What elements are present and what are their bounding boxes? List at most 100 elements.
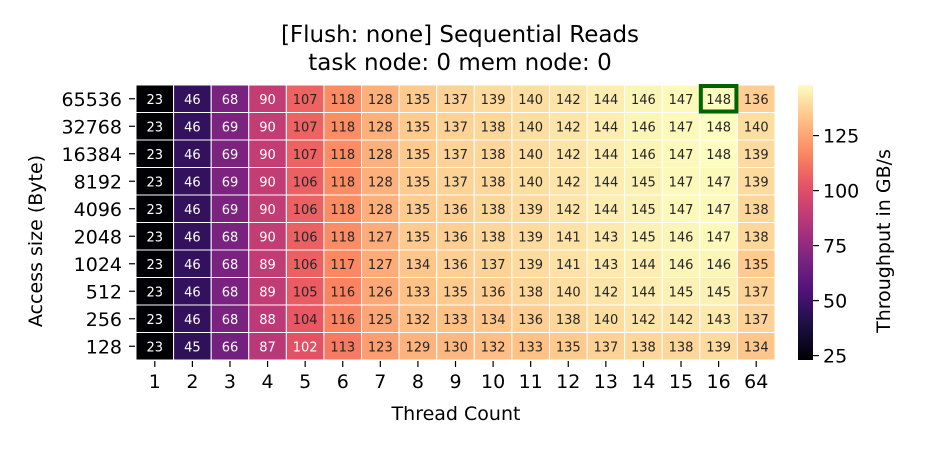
cell-value-label: 118	[330, 120, 355, 135]
colorbar-tick-label: 125	[823, 126, 859, 148]
heatmap-cell	[398, 332, 438, 361]
y-tick-label: 256	[86, 309, 122, 331]
cell-value-label: 106	[293, 258, 318, 273]
heatmap-cell	[248, 332, 287, 361]
heatmap-cell	[736, 194, 776, 223]
heatmap-cell	[210, 112, 250, 141]
cell-value-label: 141	[556, 258, 581, 273]
cell-value-label: 140	[744, 120, 769, 135]
cell-value-label: 107	[293, 148, 318, 163]
heatmap-cell	[210, 222, 250, 251]
cell-value-label: 135	[405, 148, 430, 163]
cell-value-label: 106	[293, 175, 318, 190]
heatmap-cell	[473, 167, 513, 196]
cell-value-label: 128	[368, 203, 393, 218]
heatmap-cell	[511, 304, 550, 333]
cell-value-label: 128	[368, 120, 393, 135]
heatmap-cell	[736, 277, 776, 306]
cell-value-label: 135	[405, 175, 430, 190]
heatmap-cell	[624, 222, 663, 251]
cell-value-label: 137	[443, 148, 468, 163]
cell-value-label: 133	[518, 340, 543, 355]
cell-value-label: 134	[405, 258, 430, 273]
heatmap-cell	[361, 194, 400, 223]
cell-value-label: 23	[147, 313, 164, 328]
cell-value-label: 118	[330, 93, 355, 108]
heatmap-cell	[173, 167, 212, 196]
cell-value-label: 144	[631, 258, 656, 273]
heatmap-cell	[586, 167, 626, 196]
cell-value-label: 139	[518, 230, 543, 245]
heatmap-cell	[323, 304, 363, 333]
highlight-box	[698, 84, 739, 114]
cell-value-label: 148	[706, 120, 731, 135]
cell-value-label: 68	[222, 285, 239, 300]
heatmap-cell	[173, 84, 212, 113]
cell-value-label: 46	[184, 285, 201, 300]
cell-value-label: 127	[368, 258, 393, 273]
cell-value-label: 142	[593, 285, 618, 300]
cell-value-label: 142	[631, 313, 656, 328]
heatmap-cell	[398, 167, 438, 196]
heatmap-cell	[361, 332, 400, 361]
cell-value-label: 137	[593, 340, 618, 355]
cell-value-label: 104	[293, 313, 318, 328]
cell-value-label: 135	[405, 120, 430, 135]
cell-value-label: 116	[330, 285, 355, 300]
cell-value-label: 146	[669, 258, 694, 273]
cell-value-label: 69	[222, 203, 239, 218]
heatmap-cell	[511, 332, 550, 361]
cell-value-label: 46	[184, 148, 201, 163]
cell-value-label: 144	[593, 120, 618, 135]
heatmap-cell	[586, 222, 626, 251]
cell-value-label: 118	[330, 203, 355, 218]
heatmap-cell	[624, 112, 663, 141]
cell-value-label: 129	[405, 340, 430, 355]
cell-value-label: 90	[259, 175, 276, 190]
heatmap-cell	[586, 277, 626, 306]
cell-value-label: 118	[330, 175, 355, 190]
heatmap-cell	[173, 222, 212, 251]
heatmap-cell	[323, 222, 363, 251]
cell-value-label: 144	[593, 93, 618, 108]
cell-value-label: 139	[481, 93, 506, 108]
heatmap-cell	[586, 249, 626, 278]
cell-value-label: 137	[443, 175, 468, 190]
cell-value-label: 132	[405, 313, 430, 328]
cell-value-label: 141	[556, 230, 581, 245]
heatmap-cell	[210, 249, 250, 278]
heatmap-cell	[511, 222, 550, 251]
cell-value-label: 46	[184, 120, 201, 135]
cell-value-label: 90	[259, 148, 276, 163]
cell-value-label: 138	[481, 203, 506, 218]
cell-value-label: 126	[368, 285, 393, 300]
y-tick-label: 8192	[74, 171, 122, 193]
heatmap-cell	[173, 332, 212, 361]
x-tick-label: 1	[149, 371, 161, 393]
cell-value-label: 138	[481, 120, 506, 135]
x-tick-label: 14	[631, 371, 655, 393]
cell-value-label: 140	[556, 285, 581, 300]
cell-value-label: 142	[556, 120, 581, 135]
heatmap-cell	[548, 277, 588, 306]
cell-value-label: 23	[147, 285, 164, 300]
cell-value-label: 125	[368, 313, 393, 328]
cell-value-label: 46	[184, 230, 201, 245]
cell-value-label: 46	[184, 175, 201, 190]
y-axis-label: Access size (Byte)	[25, 155, 47, 327]
cell-value-label: 146	[669, 230, 694, 245]
heatmap-cell	[586, 139, 626, 168]
heatmap-cell	[173, 112, 212, 141]
heatmap-cell	[436, 304, 475, 333]
cell-value-label: 144	[593, 203, 618, 218]
heatmap-cell	[361, 277, 400, 306]
cell-value-label: 138	[556, 313, 581, 328]
cell-value-label: 23	[147, 93, 164, 108]
cell-value-label: 106	[293, 203, 318, 218]
heatmap-cell	[473, 84, 513, 113]
y-tick-label: 2048	[74, 226, 122, 248]
x-tick-label: 2	[186, 371, 198, 393]
cell-value-label: 23	[147, 120, 164, 135]
heatmap-cell	[248, 112, 287, 141]
cell-value-label: 135	[405, 203, 430, 218]
